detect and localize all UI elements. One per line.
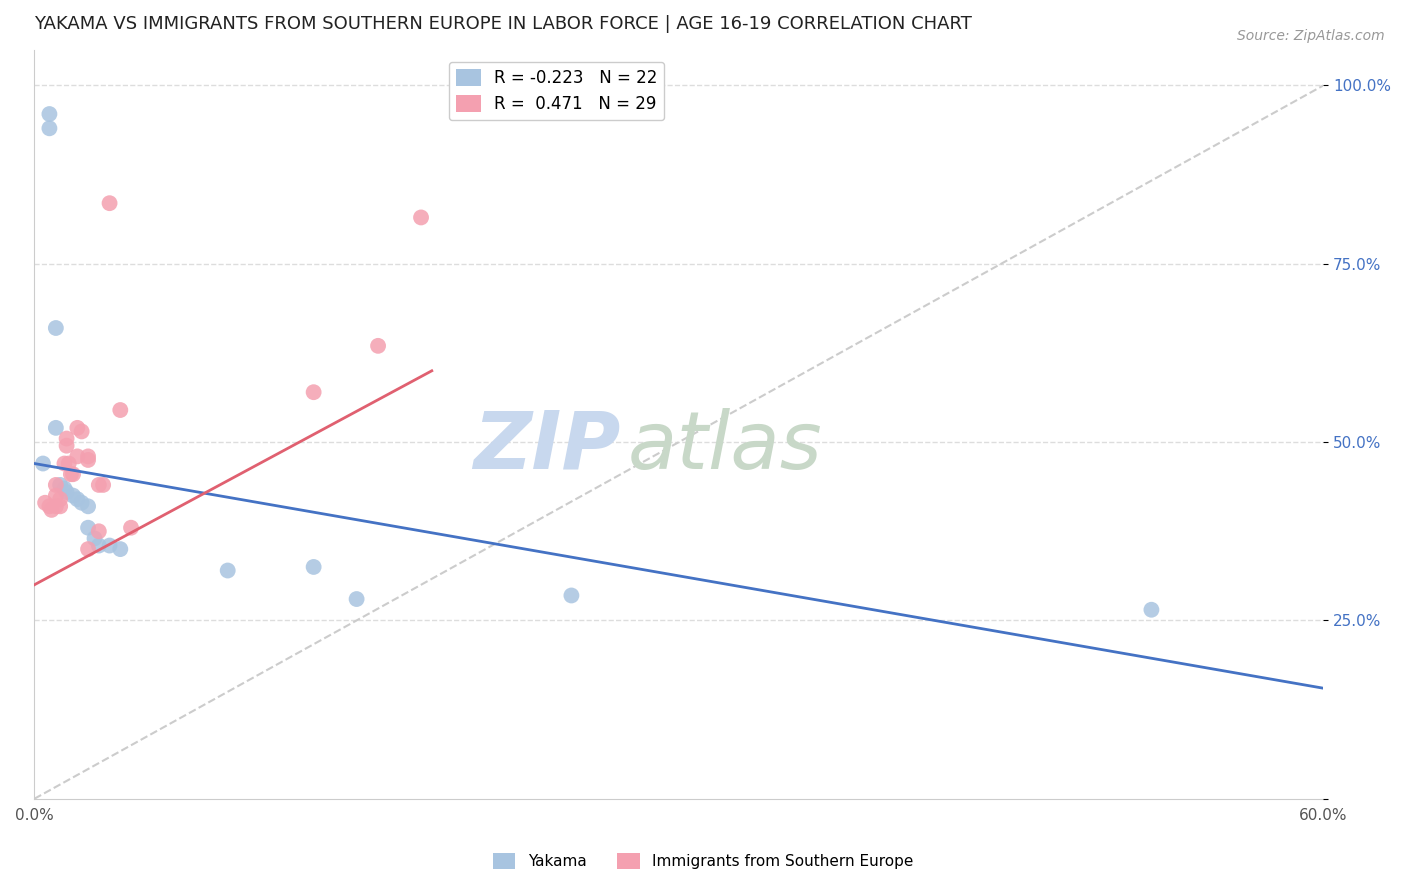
Point bbox=[55, 485, 77, 500]
Point bbox=[77, 500, 100, 514]
Point bbox=[58, 457, 80, 471]
Point bbox=[45, 321, 67, 335]
Point bbox=[49, 492, 72, 507]
Point bbox=[66, 421, 89, 435]
Point bbox=[110, 542, 132, 557]
Point bbox=[45, 489, 67, 503]
Point bbox=[77, 521, 100, 535]
Point bbox=[62, 489, 84, 503]
Text: atlas: atlas bbox=[627, 408, 823, 486]
Point bbox=[70, 496, 93, 510]
Point bbox=[1140, 603, 1163, 617]
Point bbox=[45, 421, 67, 435]
Point bbox=[91, 478, 114, 492]
Point bbox=[367, 339, 389, 353]
Point bbox=[55, 439, 77, 453]
Point bbox=[70, 425, 93, 439]
Point bbox=[110, 403, 132, 417]
Point bbox=[49, 500, 72, 514]
Point bbox=[34, 496, 56, 510]
Point bbox=[409, 211, 432, 225]
Point bbox=[346, 592, 368, 607]
Point bbox=[77, 542, 100, 557]
Point bbox=[217, 564, 239, 578]
Point bbox=[38, 107, 60, 121]
Point bbox=[302, 385, 325, 400]
Point bbox=[53, 457, 76, 471]
Point bbox=[45, 500, 67, 514]
Point bbox=[87, 478, 110, 492]
Point bbox=[49, 478, 72, 492]
Point bbox=[59, 467, 82, 482]
Point bbox=[120, 521, 142, 535]
Point bbox=[560, 589, 582, 603]
Point bbox=[87, 524, 110, 539]
Point bbox=[38, 121, 60, 136]
Point bbox=[87, 539, 110, 553]
Point bbox=[55, 432, 77, 446]
Text: ZIP: ZIP bbox=[474, 408, 621, 486]
Point bbox=[83, 532, 105, 546]
Point bbox=[66, 450, 89, 464]
Point bbox=[62, 467, 84, 482]
Point bbox=[32, 457, 55, 471]
Point bbox=[66, 492, 89, 507]
Legend: R = -0.223   N = 22, R =  0.471   N = 29: R = -0.223 N = 22, R = 0.471 N = 29 bbox=[449, 62, 664, 120]
Point bbox=[98, 196, 121, 211]
Point bbox=[77, 450, 100, 464]
Point bbox=[41, 503, 63, 517]
Point bbox=[38, 500, 60, 514]
Text: Source: ZipAtlas.com: Source: ZipAtlas.com bbox=[1237, 29, 1385, 44]
Legend: Yakama, Immigrants from Southern Europe: Yakama, Immigrants from Southern Europe bbox=[486, 847, 920, 875]
Point bbox=[77, 453, 100, 467]
Point bbox=[53, 482, 76, 496]
Point bbox=[98, 539, 121, 553]
Point bbox=[45, 478, 67, 492]
Point bbox=[302, 560, 325, 574]
Text: YAKAMA VS IMMIGRANTS FROM SOUTHERN EUROPE IN LABOR FORCE | AGE 16-19 CORRELATION: YAKAMA VS IMMIGRANTS FROM SOUTHERN EUROP… bbox=[34, 15, 973, 33]
